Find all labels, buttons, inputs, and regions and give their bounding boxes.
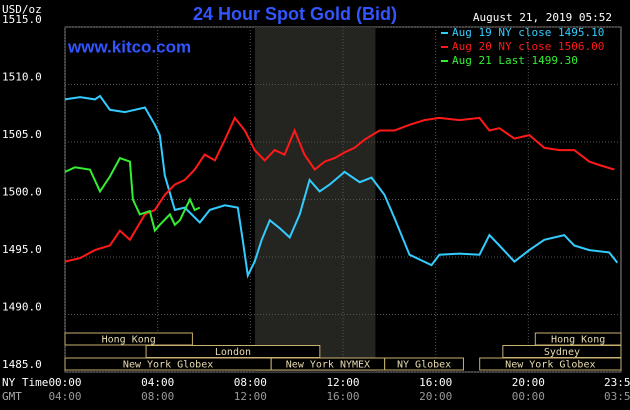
session-label: New York Globex <box>123 360 213 371</box>
series-line <box>64 115 615 263</box>
source: www.kitco.com <box>67 37 191 56</box>
x2-tick-label: 20:00 <box>419 390 452 403</box>
x-tick-label: 00:00 <box>48 376 81 389</box>
session-label: NY Globex <box>397 360 451 371</box>
session-label: Hong Kong <box>551 335 605 346</box>
session-label: Sydney <box>544 347 580 358</box>
legend-label: Aug 20 NY close 1506.00 <box>452 40 604 53</box>
x2-tick-label: 12:00 <box>234 390 267 403</box>
session-bar <box>479 357 622 371</box>
y-axis-label: USD/oz <box>2 3 42 16</box>
x-tick-label: 12:00 <box>326 376 359 389</box>
series-line <box>64 94 619 279</box>
x2-tick-label: 16:00 <box>326 390 359 403</box>
session-bar <box>384 357 464 371</box>
session-label: New York Globex <box>505 360 595 371</box>
x2-tick-label: 00:00 <box>512 390 545 403</box>
session-label: London <box>215 347 251 358</box>
y-tick-label: 1495.0 <box>2 243 42 256</box>
session-label: Hong Kong <box>102 335 156 346</box>
x2-axis-label: GMT <box>2 390 22 403</box>
x-tick-label: 16:00 <box>419 376 452 389</box>
y-tick-label: 1500.0 <box>2 186 42 199</box>
series-line <box>64 156 201 233</box>
y-tick-label: 1505.0 <box>2 128 42 141</box>
y-tick-label: 1510.0 <box>2 71 42 84</box>
x-tick-label: 23:59 <box>604 376 630 389</box>
y-tick-label: 1490.0 <box>2 301 42 314</box>
x-tick-label: 04:00 <box>141 376 174 389</box>
x-tick-label: 20:00 <box>512 376 545 389</box>
legend-label: Aug 19 NY close 1495.10 <box>452 26 604 39</box>
chart-title: 24 Hour Spot Gold (Bid) <box>193 4 397 24</box>
session-label: New York NYMEX <box>286 360 370 371</box>
legend-label: Aug 21 Last 1499.30 <box>452 54 578 67</box>
x-tick-label: 08:00 <box>234 376 267 389</box>
x2-tick-label: 03:59 <box>604 390 630 403</box>
x-axis-label: NY Time <box>2 376 48 389</box>
y-tick-label: 1515.0 <box>2 13 42 26</box>
shaded-region <box>254 27 376 372</box>
x2-tick-label: 08:00 <box>141 390 174 403</box>
x2-tick-label: 04:00 <box>48 390 81 403</box>
timestamp: August 21, 2019 05:52 <box>473 11 612 24</box>
session-bar <box>64 332 193 346</box>
y-tick-label: 1485.0 <box>2 358 42 371</box>
